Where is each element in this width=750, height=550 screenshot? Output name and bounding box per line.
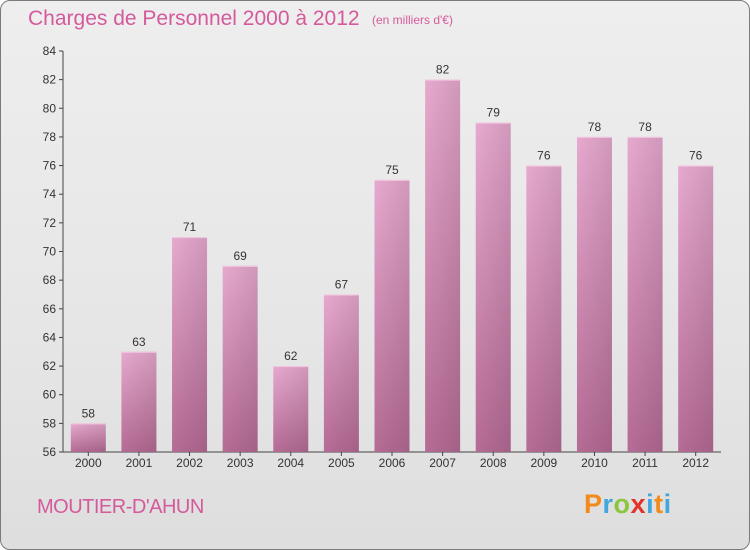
y-tick-label: 68 bbox=[43, 273, 57, 287]
bar-value-label: 58 bbox=[82, 406, 96, 420]
bar-shade bbox=[576, 136, 612, 452]
bar-value-label: 79 bbox=[487, 106, 501, 120]
bar-value-label: 62 bbox=[284, 349, 298, 363]
bar-value-label: 76 bbox=[689, 149, 703, 163]
y-tick-label: 72 bbox=[43, 216, 57, 230]
x-tick-label: 2007 bbox=[429, 456, 456, 470]
bar-shade bbox=[475, 122, 511, 452]
y-tick-label: 76 bbox=[43, 159, 57, 173]
bar-value-label: 71 bbox=[183, 220, 197, 234]
bar-value-label: 75 bbox=[385, 163, 399, 177]
proxiti-logo: Proxiti bbox=[584, 489, 672, 519]
x-tick-label: 2004 bbox=[277, 456, 304, 470]
bar-shade bbox=[526, 165, 562, 453]
bar-value-label: 67 bbox=[335, 277, 349, 291]
commune-name: MOUTIER-D'AHUN bbox=[37, 496, 204, 518]
bar-value-label: 76 bbox=[537, 149, 551, 163]
chart-title: Charges de Personnel 2000 à 2012 bbox=[28, 7, 360, 30]
bar-shade bbox=[678, 165, 714, 453]
bar-shade bbox=[627, 136, 663, 452]
x-tick-label: 2008 bbox=[480, 456, 507, 470]
x-tick-label: 2012 bbox=[682, 456, 709, 470]
y-tick-label: 58 bbox=[43, 416, 57, 430]
bar-value-label: 63 bbox=[132, 335, 146, 349]
x-tick-label: 2010 bbox=[581, 456, 608, 470]
y-tick-label: 70 bbox=[43, 245, 57, 259]
bar-shade bbox=[172, 237, 208, 452]
bar-shade bbox=[425, 79, 461, 453]
y-tick-label: 84 bbox=[43, 44, 57, 58]
bar-shade bbox=[374, 179, 410, 452]
bar-value-label: 82 bbox=[436, 63, 450, 77]
x-tick-label: 2011 bbox=[632, 456, 658, 470]
bar-shade bbox=[273, 366, 309, 452]
bar-shade bbox=[323, 294, 359, 452]
chart-subtitle: (en milliers d'€) bbox=[372, 13, 453, 27]
bar-shade bbox=[70, 423, 106, 452]
y-tick-label: 80 bbox=[43, 101, 57, 115]
x-tick-label: 2009 bbox=[530, 456, 557, 470]
y-tick-label: 78 bbox=[43, 130, 57, 144]
y-tick-label: 74 bbox=[43, 187, 57, 201]
bar-shade bbox=[121, 351, 157, 452]
bar-value-label: 78 bbox=[638, 120, 652, 134]
y-tick-label: 82 bbox=[43, 73, 57, 87]
x-tick-label: 2001 bbox=[126, 456, 153, 470]
y-tick-label: 56 bbox=[43, 445, 57, 459]
y-tick-label: 60 bbox=[43, 388, 57, 402]
y-tick-label: 62 bbox=[43, 359, 57, 373]
x-tick-label: 2006 bbox=[379, 456, 406, 470]
y-tick-label: 66 bbox=[43, 302, 57, 316]
y-tick-label: 64 bbox=[43, 330, 57, 344]
x-tick-label: 2005 bbox=[328, 456, 355, 470]
x-tick-label: 2000 bbox=[75, 456, 102, 470]
bar-shade bbox=[222, 265, 258, 452]
x-tick-label: 2002 bbox=[176, 456, 203, 470]
bar-value-label: 78 bbox=[588, 120, 602, 134]
x-tick-label: 2003 bbox=[227, 456, 254, 470]
bar-value-label: 69 bbox=[233, 249, 247, 263]
